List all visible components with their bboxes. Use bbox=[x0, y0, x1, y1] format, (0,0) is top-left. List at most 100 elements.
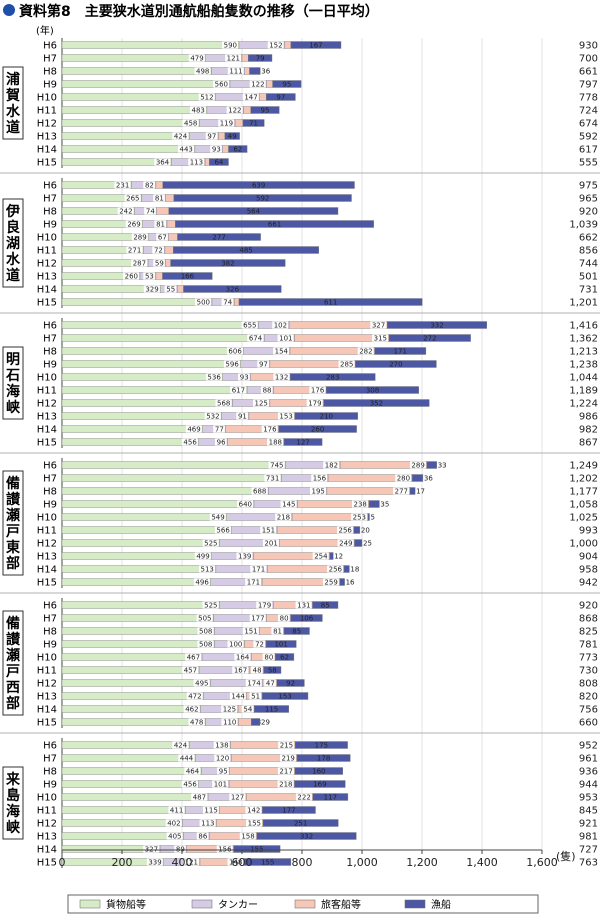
bar-segment-3 bbox=[290, 614, 323, 622]
value-label: 283 bbox=[326, 374, 339, 382]
value-label: 215 bbox=[280, 742, 293, 750]
bar-segment-3 bbox=[170, 259, 286, 267]
year-label: H13 bbox=[37, 412, 57, 423]
value-label-bg bbox=[215, 399, 232, 407]
value-label-bg bbox=[218, 119, 235, 127]
year-label: H11 bbox=[37, 386, 57, 397]
value-label: 259 bbox=[324, 579, 337, 587]
value-label: 364 bbox=[156, 159, 170, 167]
value-label: 92 bbox=[286, 680, 295, 688]
bar-segment-3 bbox=[355, 360, 437, 368]
value-label-bg bbox=[215, 438, 227, 446]
bar-segment-3 bbox=[233, 845, 281, 853]
bar-segment-0 bbox=[61, 474, 282, 482]
bar-segment-0 bbox=[61, 487, 269, 495]
bar-segment-3 bbox=[224, 132, 240, 140]
bar-segment-3 bbox=[294, 767, 343, 775]
bar-segment-3 bbox=[256, 832, 357, 840]
value-label: 156 bbox=[313, 475, 327, 483]
value-label: 5 bbox=[371, 514, 375, 522]
row-H11: H11 411 115 142 177 845 bbox=[37, 806, 598, 817]
value-label: 253 bbox=[353, 514, 366, 522]
bar-segment-3 bbox=[250, 106, 280, 114]
bar-segment-3 bbox=[265, 640, 297, 648]
year-label: H14 bbox=[37, 285, 57, 296]
value-label: 411 bbox=[170, 807, 183, 815]
value-label: 62 bbox=[233, 146, 242, 154]
row-H10: H105121472297778 bbox=[37, 93, 598, 104]
bar-segment-0 bbox=[61, 438, 200, 446]
bar-segment-3 bbox=[251, 718, 261, 726]
value-label-bg bbox=[221, 705, 238, 713]
bar-segment-3 bbox=[173, 246, 320, 254]
year-label: H8 bbox=[43, 207, 57, 218]
value-label: 270 bbox=[389, 361, 402, 369]
bar-segment-3 bbox=[312, 793, 349, 801]
row-H6: H6 745 182 289 33 1,249 bbox=[43, 461, 598, 472]
value-label: 505 bbox=[198, 615, 211, 623]
bar-segment-0 bbox=[61, 578, 212, 586]
total-label: 727 bbox=[579, 845, 598, 856]
value-label-bg bbox=[197, 640, 214, 648]
value-label-bg bbox=[226, 347, 243, 355]
value-label: 71 bbox=[249, 120, 258, 128]
value-label: 29 bbox=[261, 719, 270, 727]
year-label: H11 bbox=[37, 666, 57, 677]
bar-segment-0 bbox=[61, 461, 286, 469]
year-label: H7 bbox=[43, 614, 57, 625]
year-label: H10 bbox=[37, 233, 57, 244]
year-label: H6 bbox=[43, 461, 57, 472]
value-label-bg bbox=[146, 858, 163, 866]
value-label-bg bbox=[188, 54, 205, 62]
row-H11: H114831222495724 bbox=[37, 106, 598, 117]
value-label: 147 bbox=[244, 94, 257, 102]
value-label: 688 bbox=[253, 488, 266, 496]
value-label-bg bbox=[186, 692, 203, 700]
group-label: 浦賀水道 bbox=[5, 71, 21, 136]
total-label: 617 bbox=[579, 145, 598, 156]
value-label: 457 bbox=[184, 667, 197, 675]
bar-segment-3 bbox=[183, 285, 282, 293]
year-label: H8 bbox=[43, 67, 57, 78]
value-label: 238 bbox=[354, 501, 367, 509]
bar-segment-2 bbox=[155, 272, 163, 280]
row-H13: H13 532 91 153 210 986 bbox=[37, 412, 598, 423]
value-label: 327 bbox=[372, 322, 385, 330]
bar-segment-3 bbox=[353, 526, 361, 534]
value-label: 329 bbox=[145, 286, 158, 294]
bar-segment-2 bbox=[164, 246, 174, 254]
bar-segment-0 bbox=[61, 386, 248, 394]
value-label: 117 bbox=[324, 794, 337, 802]
row-H7: H7 731 156 280 36 1,202 bbox=[43, 474, 598, 485]
value-label-bg bbox=[322, 578, 339, 586]
value-label-bg bbox=[190, 106, 206, 114]
year-label: H10 bbox=[37, 513, 57, 524]
value-label: 479 bbox=[190, 55, 203, 63]
row-H9: H926981286611,039 bbox=[43, 220, 598, 231]
total-label: 921 bbox=[579, 819, 598, 830]
value-label: 456 bbox=[183, 439, 197, 447]
bar-segment-0 bbox=[61, 513, 227, 521]
row-H11: H11 566 151 256 20 993 bbox=[37, 526, 598, 537]
total-label: 1,249 bbox=[569, 461, 598, 472]
value-label: 153 bbox=[278, 693, 291, 701]
row-H7: H7 444 120 219 178 961 bbox=[43, 754, 598, 765]
value-label: 745 bbox=[270, 462, 283, 470]
value-label: 106 bbox=[300, 615, 314, 623]
value-label: 256 bbox=[339, 527, 353, 535]
total-label: 1,202 bbox=[569, 474, 598, 485]
value-label-bg bbox=[273, 347, 289, 355]
value-label-bg bbox=[143, 181, 155, 189]
bar-segment-0 bbox=[61, 106, 208, 114]
value-label: 62 bbox=[280, 654, 289, 662]
total-label: 1,224 bbox=[569, 399, 598, 410]
value-label-bg bbox=[154, 220, 166, 228]
bar-segment-3 bbox=[409, 487, 416, 495]
value-label-bg bbox=[277, 767, 294, 775]
value-label: 85 bbox=[321, 602, 330, 610]
x-axis-unit: (隻) bbox=[556, 849, 576, 863]
bar-segment-2 bbox=[259, 93, 267, 101]
year-label: H15 bbox=[37, 578, 57, 589]
value-label: 85 bbox=[292, 628, 301, 636]
year-label: H11 bbox=[37, 526, 57, 537]
